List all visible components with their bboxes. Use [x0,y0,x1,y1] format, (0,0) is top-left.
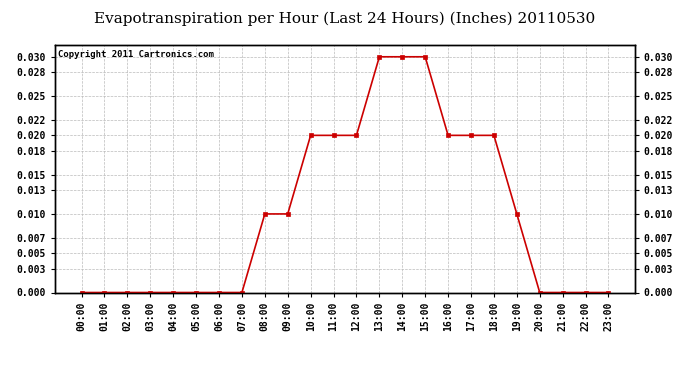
Text: Copyright 2011 Cartronics.com: Copyright 2011 Cartronics.com [58,50,214,59]
Text: Evapotranspiration per Hour (Last 24 Hours) (Inches) 20110530: Evapotranspiration per Hour (Last 24 Hou… [95,11,595,26]
